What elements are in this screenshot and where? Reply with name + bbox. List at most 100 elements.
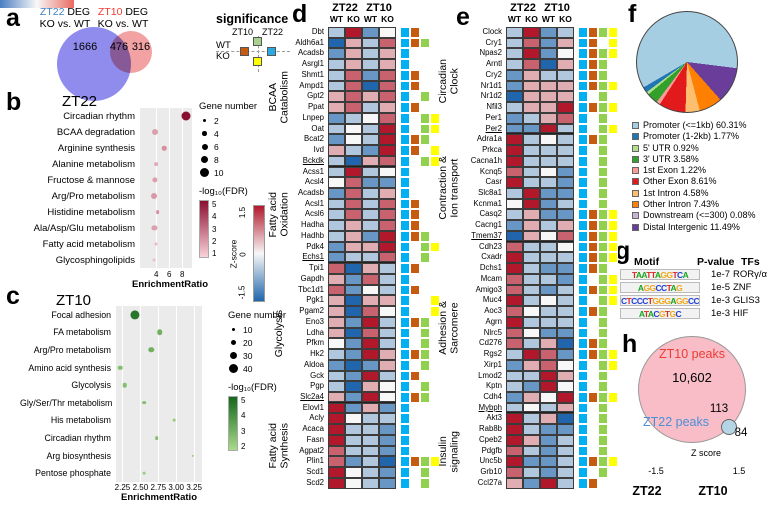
motif-base: A bbox=[682, 269, 689, 280]
significance-cell bbox=[588, 145, 598, 156]
significance-cell bbox=[578, 188, 588, 199]
motif-base: G bbox=[643, 282, 650, 293]
heatmap-cell bbox=[523, 391, 540, 403]
data-point bbox=[151, 129, 158, 135]
significance-cell bbox=[420, 391, 430, 403]
heatmap-cell bbox=[557, 327, 574, 339]
heatmap-cell bbox=[540, 434, 557, 446]
heatmap-cell bbox=[328, 37, 345, 49]
genotype-header: WT bbox=[329, 14, 344, 24]
heatmap-cell bbox=[506, 284, 523, 296]
significance-cell bbox=[608, 263, 618, 274]
significance-row bbox=[400, 434, 440, 446]
heatmap-row bbox=[328, 177, 396, 189]
gridline bbox=[158, 411, 160, 430]
significance-cell bbox=[578, 230, 588, 242]
dotplot-row: Glycolysis bbox=[20, 376, 202, 394]
significance-cell bbox=[578, 381, 588, 392]
heatmap-cell bbox=[345, 220, 362, 231]
significance-cell bbox=[420, 220, 430, 231]
significance-cell bbox=[588, 274, 598, 285]
gene-label: Unc5b bbox=[479, 456, 502, 466]
gene-label: Bcat2 bbox=[304, 134, 324, 144]
gridline bbox=[122, 446, 124, 465]
significance-cell bbox=[410, 295, 420, 306]
significance-cell bbox=[400, 209, 410, 221]
heatmap-row bbox=[328, 413, 396, 425]
heatmap-row bbox=[328, 69, 396, 81]
significance-cell bbox=[400, 456, 410, 468]
panel-c-title: ZT10 bbox=[56, 292, 92, 309]
heatmap-cell bbox=[362, 263, 379, 274]
heatmap-row bbox=[506, 295, 574, 307]
dotplot-legend-zt10: Gene number 10 20 30 40 -log₁₀(FDR) 5 4 3 2 bbox=[228, 310, 300, 451]
significance-cell bbox=[598, 316, 608, 328]
significance-cell bbox=[410, 467, 420, 478]
significance-row bbox=[400, 241, 440, 253]
significance-cell bbox=[410, 413, 420, 424]
motif-base: C bbox=[631, 295, 637, 306]
gene-label: Aldoa bbox=[304, 359, 324, 369]
heatmap-cell bbox=[379, 327, 396, 339]
gene-number-legend-title: Gene number bbox=[199, 101, 258, 112]
significance-cell bbox=[608, 371, 618, 382]
heatmap-cell bbox=[379, 230, 396, 242]
heatmap-cell bbox=[523, 467, 540, 478]
heatmap-cell bbox=[362, 48, 379, 60]
significance-cell bbox=[420, 91, 430, 103]
heatmap-row bbox=[328, 134, 396, 146]
heatmap-cell bbox=[362, 241, 379, 253]
heatmap-cell bbox=[379, 123, 396, 135]
significance-cell bbox=[598, 155, 608, 167]
heatmap-cell bbox=[362, 209, 379, 221]
heatmap-row bbox=[506, 273, 574, 285]
dotplot-row: Amino acid synthesis bbox=[20, 358, 202, 377]
significance-cell bbox=[420, 263, 430, 274]
significance-cell bbox=[578, 209, 588, 221]
heatmap-cell bbox=[379, 424, 396, 435]
heatmap-cell bbox=[506, 273, 523, 285]
significance-cell bbox=[598, 145, 608, 156]
heatmap-cell bbox=[540, 359, 557, 371]
heatmap-cell bbox=[506, 359, 523, 371]
significance-cell bbox=[410, 338, 420, 349]
significance-cell bbox=[588, 435, 598, 446]
significance-row bbox=[400, 80, 440, 92]
significance-cell bbox=[598, 424, 608, 435]
heatmap-cell bbox=[557, 177, 574, 189]
heatmap-cell bbox=[540, 37, 557, 49]
heatmap-cell bbox=[557, 27, 574, 38]
significance-cell bbox=[420, 252, 430, 264]
heatmap-cell bbox=[345, 48, 362, 60]
group-label-text: Glycolysis bbox=[272, 309, 285, 357]
heatmap-e-group-labels: Circadian Clock Contraction & Ion transpo… bbox=[437, 27, 462, 489]
dot-icon bbox=[230, 339, 237, 346]
gridline bbox=[176, 429, 178, 447]
motif-tf-name: RORγ/α bbox=[733, 269, 767, 280]
heatmap-cell bbox=[345, 402, 362, 414]
significance-cell bbox=[588, 317, 598, 328]
heatmap-cell bbox=[540, 456, 557, 468]
significance-cell bbox=[588, 188, 598, 199]
panel-label-a: a bbox=[6, 4, 20, 32]
gridline bbox=[158, 429, 160, 447]
heatmap-cell bbox=[540, 209, 557, 221]
heatmap-cell bbox=[540, 424, 557, 435]
significance-cell bbox=[588, 284, 598, 296]
heatmap-cell bbox=[345, 370, 362, 382]
category-label: Arg/Pro metabolism bbox=[51, 190, 135, 202]
heatmap-cell bbox=[379, 102, 396, 113]
significance-cell bbox=[608, 349, 618, 360]
gene-label: Nlrc5 bbox=[483, 327, 502, 337]
heatmap-cell bbox=[379, 166, 396, 178]
gene-label: Akt3 bbox=[486, 413, 502, 423]
heatmap-cell bbox=[557, 166, 574, 178]
dotplot-row: Focal adhesion bbox=[20, 306, 202, 324]
heatmap-cell bbox=[506, 112, 523, 124]
significance-row bbox=[578, 91, 618, 103]
significance-row bbox=[578, 166, 618, 178]
heatmap-group-label: Insulin signaling bbox=[437, 414, 462, 489]
significance-cell bbox=[598, 370, 608, 382]
heatmap-cell bbox=[362, 220, 379, 231]
heatmap-cell bbox=[362, 230, 379, 242]
